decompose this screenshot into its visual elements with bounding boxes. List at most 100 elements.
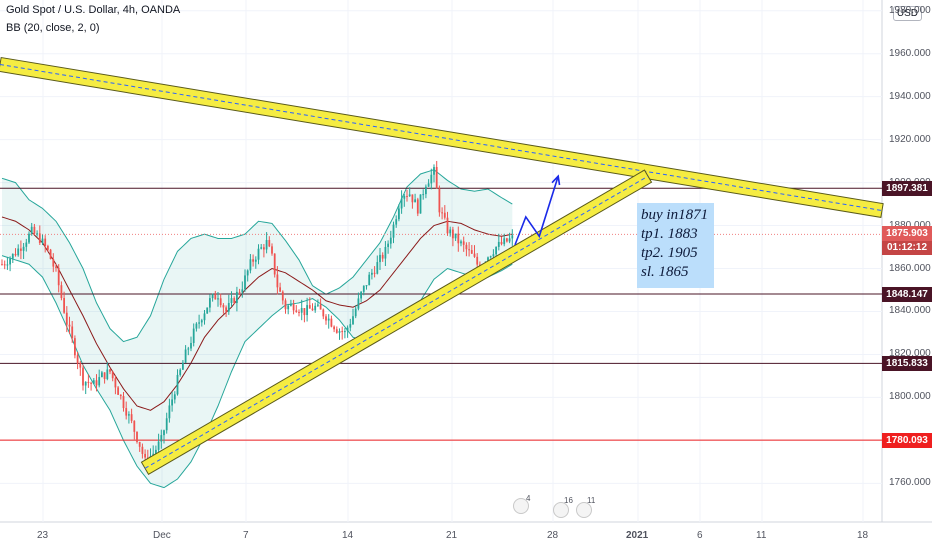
- take-profit-1-line: tp1. 1883: [641, 226, 698, 242]
- candle-body: [25, 242, 28, 247]
- candle-body: [376, 262, 379, 274]
- event-flag-icon[interactable]: [513, 498, 529, 514]
- candle-body: [119, 394, 122, 397]
- candle-body: [406, 196, 408, 198]
- candle-body: [71, 326, 74, 339]
- candle-body: [341, 331, 344, 333]
- candle-body: [414, 199, 416, 203]
- candle-body: [173, 394, 176, 400]
- price-tick-label: 1960.000: [889, 47, 931, 59]
- candle-body: [103, 372, 106, 379]
- candle-body: [443, 212, 446, 218]
- candle-body: [295, 310, 298, 312]
- event-count: 11: [587, 496, 596, 505]
- candle-body: [203, 313, 206, 321]
- descending-resistance-channel: [0, 56, 884, 218]
- event-flag-icon[interactable]: [576, 502, 592, 518]
- candle-body: [365, 285, 368, 287]
- entry-line: buy in1871: [641, 207, 709, 223]
- candle-body: [57, 267, 60, 286]
- candle-body: [33, 226, 36, 234]
- candle-body: [211, 294, 214, 299]
- candle-body: [263, 247, 265, 250]
- candle-body: [362, 285, 365, 292]
- candle-body: [74, 338, 76, 356]
- candle-body: [284, 300, 287, 310]
- candle-body: [327, 318, 330, 321]
- candle-body: [130, 414, 133, 421]
- candle-body: [225, 307, 227, 312]
- candle-body: [195, 323, 198, 329]
- event-count: 4: [526, 494, 531, 503]
- candle-body: [425, 186, 427, 195]
- ascending-support-channel-midline: [144, 175, 649, 469]
- candle-body: [371, 272, 373, 275]
- candle-body: [200, 320, 203, 323]
- candle-body: [144, 453, 146, 458]
- candle-body: [335, 329, 338, 333]
- event-count: 16: [564, 496, 573, 505]
- trade-note[interactable]: buy in1871 tp1. 1883 tp2. 1905 sl. 1865: [637, 203, 714, 288]
- candle-body: [271, 246, 273, 254]
- candle-body: [155, 449, 157, 454]
- candle-body: [403, 196, 406, 199]
- candle-body: [92, 380, 95, 384]
- candle-body: [352, 316, 354, 325]
- candle-body: [192, 328, 195, 343]
- currency-button[interactable]: USD: [892, 6, 922, 21]
- candle-body: [392, 224, 395, 238]
- candle-body: [38, 233, 41, 243]
- candle-body: [354, 308, 357, 317]
- candle-body: [98, 377, 101, 386]
- candle-body: [419, 194, 422, 214]
- time-tick-label: 28: [547, 530, 559, 541]
- candle-body: [430, 174, 433, 184]
- candle-body: [500, 241, 503, 245]
- event-flag-icon[interactable]: [553, 502, 569, 518]
- candle-body: [20, 248, 22, 251]
- price-tick-label: 1820.000: [889, 348, 931, 360]
- candle-body: [60, 285, 63, 299]
- price-tick-label: 1800.000: [889, 391, 931, 403]
- candle-body: [138, 441, 141, 447]
- candle-body: [489, 256, 492, 258]
- candle-body: [303, 308, 306, 316]
- time-tick-label: 7: [243, 530, 249, 541]
- candle-body: [427, 183, 430, 187]
- time-tick-label: 6: [697, 530, 703, 541]
- candle-body: [422, 194, 425, 196]
- candle-body: [49, 249, 52, 260]
- candle-body: [325, 316, 327, 321]
- symbol-title[interactable]: Gold Spot / U.S. Dollar, 4h, OANDA: [6, 4, 181, 16]
- candle-body: [236, 291, 238, 304]
- candle-body: [503, 238, 506, 245]
- candle-body: [230, 298, 233, 304]
- candle-body: [68, 324, 71, 327]
- bollinger-indicator-label[interactable]: BB (20, close, 2, 0): [6, 22, 100, 34]
- price-tick-label: 1840.000: [889, 305, 931, 317]
- candle-body: [11, 253, 14, 259]
- candle-body: [238, 291, 241, 293]
- candle-body: [454, 233, 457, 239]
- candle-body: [308, 305, 311, 309]
- candle-body: [435, 167, 438, 189]
- candle-body: [206, 307, 209, 314]
- candle-body: [322, 309, 325, 317]
- candle-body: [292, 304, 295, 311]
- candle-body: [476, 256, 479, 265]
- candle-body: [214, 294, 217, 300]
- candle-body: [446, 217, 449, 234]
- candle-body: [52, 259, 55, 267]
- candle-body: [219, 298, 222, 306]
- candle-body: [114, 378, 117, 388]
- time-tick-label: 21: [446, 530, 458, 541]
- candle-body: [506, 238, 508, 242]
- candle-body: [268, 240, 271, 247]
- price-tick-label: 1860.000: [889, 262, 931, 274]
- candle-body: [254, 259, 257, 262]
- level-price-badge: 1897.381: [882, 181, 932, 197]
- candle-body: [117, 387, 119, 395]
- candle-body: [468, 249, 470, 251]
- candle-body: [333, 326, 335, 330]
